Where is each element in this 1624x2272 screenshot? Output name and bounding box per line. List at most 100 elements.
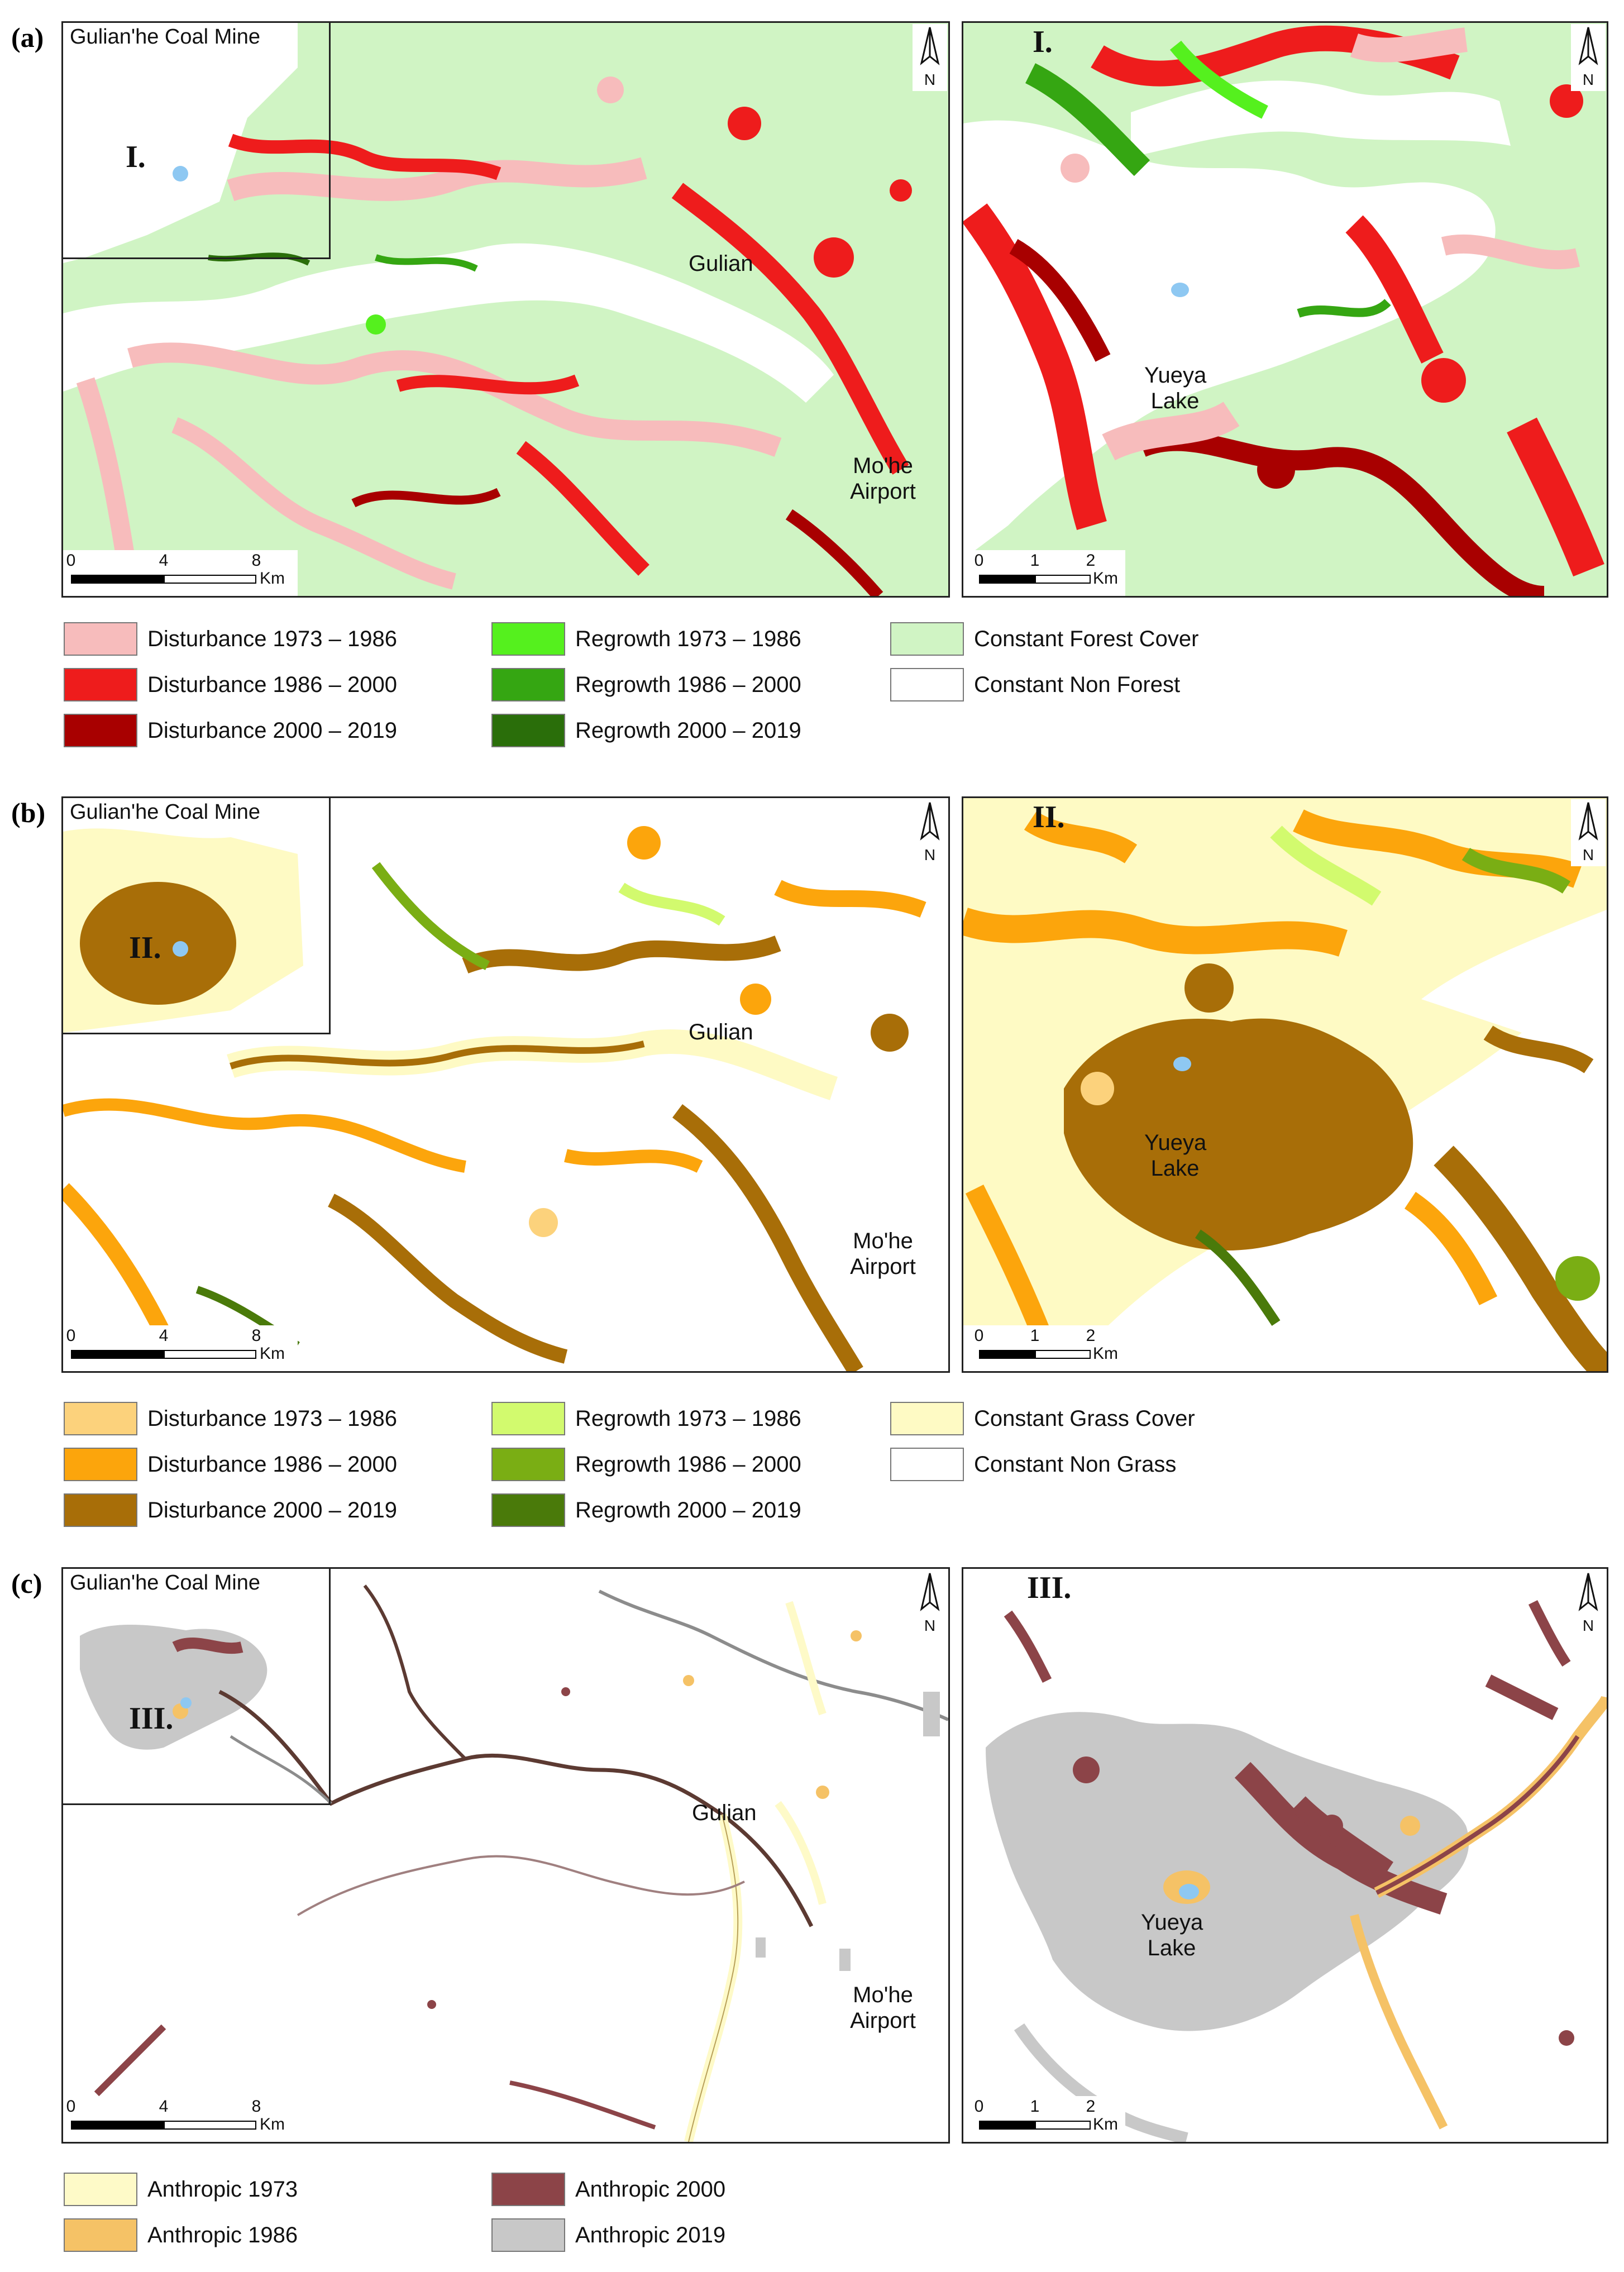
legend-label: Disturbance 1973 – 1986 bbox=[147, 627, 397, 651]
lake-label: Yueya Lake bbox=[1141, 1910, 1203, 1960]
anthropic-inset-map-graphic bbox=[986, 1600, 1607, 2142]
panel-b-label: (b) bbox=[11, 797, 46, 828]
legend-swatch bbox=[890, 1448, 964, 1481]
scale-tick: 1 bbox=[1030, 551, 1040, 570]
scale-bar: 0 4 8 Km bbox=[63, 1325, 298, 1371]
inset-marker: I. bbox=[126, 140, 146, 174]
grass-main-map-graphic bbox=[63, 826, 926, 1371]
airport-label: Mo'he Airport bbox=[850, 1229, 916, 1279]
coal-mine-label: Gulian'he Coal Mine bbox=[63, 23, 267, 52]
airport-label: Mo'he Airport bbox=[850, 1983, 916, 2033]
inset-marker: III. bbox=[1027, 1571, 1072, 1605]
scale-tick: 8 bbox=[251, 551, 261, 570]
inset-marker: II. bbox=[129, 930, 161, 965]
scale-tick: 2 bbox=[1086, 2097, 1096, 2116]
town-label: Gulian bbox=[692, 1801, 757, 1825]
legend-label: Disturbance 2000 – 2019 bbox=[147, 1498, 397, 1522]
legend-swatch bbox=[491, 1493, 565, 1527]
scale-tick: 0 bbox=[66, 2097, 76, 2116]
inset-extent-box bbox=[63, 798, 331, 1034]
scale-tick: 8 bbox=[251, 1326, 261, 1345]
scale-unit: Km bbox=[1093, 1344, 1118, 1363]
scale-tick: 1 bbox=[1030, 1326, 1040, 1345]
north-arrow-icon: N bbox=[913, 799, 947, 866]
legend-swatch bbox=[64, 2173, 137, 2206]
town-label: Gulian bbox=[689, 251, 753, 276]
legend-label: Constant Non Grass bbox=[974, 1452, 1177, 1477]
airport-label: Mo'he Airport bbox=[850, 454, 916, 504]
legend-label: Disturbance 1986 – 2000 bbox=[147, 672, 397, 697]
scale-bar: 0 1 2 Km bbox=[963, 1325, 1125, 1371]
inset-marker: III. bbox=[129, 1701, 174, 1736]
coal-mine-label: Gulian'he Coal Mine bbox=[63, 798, 267, 828]
panel-a-label: (a) bbox=[11, 22, 44, 53]
legend-swatch bbox=[64, 622, 137, 656]
grass-main-map: Gulian'he Coal Mine II. Gulian Mo'he Air… bbox=[61, 796, 950, 1373]
legend-swatch bbox=[64, 1493, 137, 1527]
scale-tick: 4 bbox=[159, 2097, 169, 2116]
grass-legend: Disturbance 1973 – 1986 Disturbance 1986… bbox=[64, 1402, 1572, 1536]
north-arrow-icon: N bbox=[913, 1570, 947, 1637]
legend-label: Constant Forest Cover bbox=[974, 627, 1199, 651]
forest-legend: Disturbance 1973 – 1986 Disturbance 1986… bbox=[64, 622, 1572, 756]
north-label: N bbox=[924, 1617, 936, 1634]
scale-tick: 0 bbox=[974, 2097, 984, 2116]
scale-unit: Km bbox=[1093, 2115, 1118, 2133]
legend-swatch bbox=[890, 622, 964, 656]
lake-label: Yueya Lake bbox=[1144, 363, 1207, 413]
forest-inset-map-graphic bbox=[963, 25, 1604, 596]
legend-label: Regrowth 1986 – 2000 bbox=[575, 1452, 801, 1477]
scale-unit: Km bbox=[260, 1344, 285, 1363]
legend-swatch bbox=[64, 2218, 137, 2252]
north-label: N bbox=[924, 71, 936, 88]
legend-swatch bbox=[491, 2173, 565, 2206]
legend-label: Anthropic 1986 bbox=[147, 2223, 298, 2247]
legend-swatch bbox=[64, 668, 137, 701]
scale-tick: 4 bbox=[159, 1326, 169, 1345]
coal-mine-label: Gulian'he Coal Mine bbox=[63, 1569, 267, 1598]
scale-unit: Km bbox=[260, 569, 285, 588]
scale-bar: 0 1 2 Km bbox=[963, 2096, 1125, 2142]
anthropic-main-map: Gulian'he Coal Mine III. Gulian Mo'he Ai… bbox=[61, 1567, 950, 2144]
legend-label: Anthropic 2000 bbox=[575, 2177, 726, 2202]
scale-tick: 2 bbox=[1086, 1326, 1096, 1345]
legend-label: Constant Grass Cover bbox=[974, 1406, 1195, 1431]
forest-main-map-graphic bbox=[63, 23, 912, 596]
north-arrow-icon: N bbox=[1571, 24, 1606, 91]
panel-c-label: (c) bbox=[11, 1568, 42, 1599]
legend-label: Anthropic 2019 bbox=[575, 2223, 726, 2247]
north-arrow-icon: N bbox=[1571, 1570, 1606, 1637]
north-label: N bbox=[1582, 1617, 1594, 1634]
legend-swatch bbox=[890, 1402, 964, 1435]
anthropic-inset-map: III. Yueya Lake N 0 1 2 Km bbox=[962, 1567, 1608, 2144]
inset-marker: II. bbox=[1033, 800, 1065, 834]
legend-label: Regrowth 1986 – 2000 bbox=[575, 672, 801, 697]
scale-unit: Km bbox=[260, 2115, 285, 2133]
legend-swatch bbox=[64, 1402, 137, 1435]
town-label: Gulian bbox=[689, 1020, 753, 1044]
legend-swatch bbox=[491, 622, 565, 656]
anthropic-legend: Anthropic 1973 Anthropic 1986 Anthropic … bbox=[64, 2173, 1181, 2262]
anthropic-main-map-graphic bbox=[80, 1584, 948, 2142]
grass-inset-map-graphic bbox=[963, 798, 1607, 1371]
lake-label: Yueya Lake bbox=[1144, 1130, 1207, 1181]
north-arrow-icon: N bbox=[1571, 799, 1606, 866]
legend-label: Disturbance 2000 – 2019 bbox=[147, 718, 397, 743]
legend-label: Regrowth 2000 – 2019 bbox=[575, 1498, 801, 1522]
forest-inset-map: I. Yueya Lake N 0 1 2 Km bbox=[962, 21, 1608, 598]
scale-tick: 2 bbox=[1086, 551, 1096, 570]
north-arrow-icon: N bbox=[913, 24, 947, 91]
scale-tick: 4 bbox=[159, 551, 169, 570]
scale-tick: 0 bbox=[974, 551, 984, 570]
scale-tick: 8 bbox=[251, 2097, 261, 2116]
north-label: N bbox=[1582, 71, 1594, 88]
scale-unit: Km bbox=[1093, 569, 1118, 588]
legend-swatch bbox=[491, 714, 565, 747]
legend-label: Disturbance 1973 – 1986 bbox=[147, 1406, 397, 1431]
inset-marker: I. bbox=[1033, 25, 1053, 59]
grass-inset-map: II. Yueya Lake N 0 1 2 Km bbox=[962, 796, 1608, 1373]
scale-bar: 0 4 8 Km bbox=[63, 2096, 298, 2142]
legend-swatch bbox=[491, 1402, 565, 1435]
scale-bar: 0 4 8 Km bbox=[63, 550, 298, 596]
legend-label: Regrowth 1973 – 1986 bbox=[575, 1406, 801, 1431]
